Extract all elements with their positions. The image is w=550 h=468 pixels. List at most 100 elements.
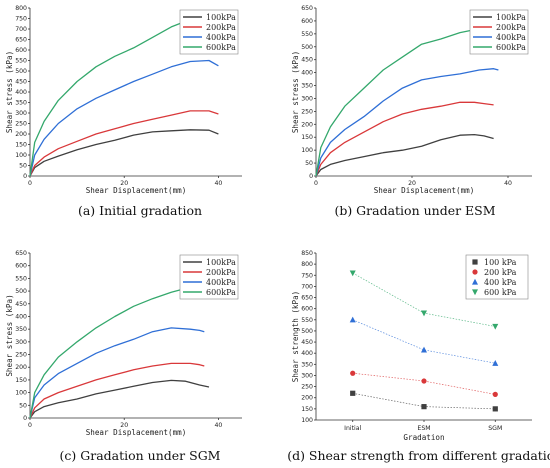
x-tick-label: 40 [215, 422, 223, 429]
y-tick-label: 500 [301, 328, 313, 335]
legend-label: 400kPa [206, 33, 236, 42]
legend-label: 200kPa [206, 23, 236, 32]
series-line [29, 285, 219, 419]
y-tick-label: 0 [23, 173, 27, 180]
y-tick-label: 850 [301, 250, 313, 257]
y-tick-label: 550 [15, 275, 27, 282]
x-tick-label: Initial [344, 425, 361, 432]
y-tick-label: 50 [19, 163, 27, 170]
y-tick-label: 600 [301, 18, 313, 25]
panel-shear-strength: 100 150 200 250 300 350 400 450 500 550 600 650 700 7… [287, 250, 550, 463]
data-point [421, 404, 427, 410]
y-tick-label: 400 [15, 313, 27, 320]
y-tick-label: 200 [15, 131, 27, 138]
legend-label: 400 kPa [484, 278, 517, 287]
series-line [315, 133, 494, 177]
y-tick-label: 600 [15, 47, 27, 54]
legend-label: 100 kPa [484, 258, 517, 267]
legend-label: 100kPa [496, 13, 526, 22]
series-connector [352, 372, 496, 395]
y-tick-label: 250 [15, 352, 27, 359]
data-point [421, 378, 427, 384]
data-point [492, 323, 499, 330]
y-tick-label: 400 [301, 70, 313, 77]
panel-gradation-sgm: 0 50 100 150 200 250 300 350 400 450 500 550 600 650 0… [5, 250, 242, 463]
legend-marker [472, 278, 478, 285]
y-axis-label: Shear stress (kPa) [5, 51, 14, 133]
y-tick-label: 250 [15, 121, 27, 128]
panel-caption: (a) Initial gradation [78, 203, 202, 218]
legend-label: 600kPa [206, 43, 236, 52]
x-axis-label: Shear Displacement(mm) [86, 186, 187, 195]
legend-label: 200kPa [496, 23, 526, 32]
x-tick-label: 0 [28, 180, 32, 187]
series-line [315, 101, 494, 177]
legend-label: 600kPa [496, 43, 526, 52]
y-tick-label: 650 [301, 295, 313, 302]
data-point [421, 310, 427, 317]
series-line [29, 110, 219, 177]
series-line [315, 25, 499, 177]
y-tick-label: 300 [15, 339, 27, 346]
panel-caption: (c) Gradation under SGM [60, 448, 221, 463]
x-axis-label: Shear Displacement(mm) [374, 186, 475, 195]
y-tick-label: 200 [15, 364, 27, 371]
legend-label: 200kPa [206, 268, 236, 277]
data-point [421, 346, 427, 353]
y-tick-label: 300 [15, 110, 27, 117]
panel-gradation-esm: 0 50 100 150 200 250 300 350 400 450 500 550 600 650 0… [291, 5, 532, 218]
y-tick-label: 350 [301, 83, 313, 90]
x-tick-label: ESM [417, 425, 430, 432]
y-tick-label: 650 [15, 250, 27, 257]
y-tick-label: 350 [301, 361, 313, 368]
x-tick-label: 20 [120, 180, 128, 187]
legend-label: 200 kPa [484, 268, 517, 277]
y-tick-label: 100 [301, 417, 313, 424]
x-tick-label: 0 [28, 422, 32, 429]
series-line [29, 129, 219, 177]
y-tick-label: 450 [15, 79, 27, 86]
y-tick-label: 750 [15, 16, 27, 23]
y-tick-label: 50 [305, 160, 313, 167]
y-tick-label: 800 [301, 261, 313, 268]
legend-label: 100kPa [206, 13, 236, 22]
x-tick-label: SGM [488, 425, 502, 432]
y-tick-label: 600 [301, 306, 313, 313]
y-axis-label: Shear strength (kPa) [291, 291, 300, 382]
y-tick-label: 500 [15, 68, 27, 75]
y-tick-label: 700 [15, 26, 27, 33]
y-tick-label: 100 [301, 147, 313, 154]
data-point [349, 270, 356, 277]
y-tick-label: 650 [15, 37, 27, 44]
y-tick-label: 450 [15, 301, 27, 308]
y-tick-label: 550 [301, 317, 313, 324]
y-tick-label: 400 [301, 350, 313, 357]
data-point [350, 370, 356, 376]
data-point [349, 316, 356, 323]
y-tick-label: 50 [19, 402, 27, 409]
panel-initial-gradation: 0501001502002503003504004505005506006507… [5, 5, 242, 218]
y-tick-label: 100 [15, 390, 27, 397]
data-point [492, 406, 498, 412]
legend-label: 400kPa [496, 33, 526, 42]
series-connector [352, 319, 496, 364]
y-tick-label: 500 [301, 44, 313, 51]
legend-marker [472, 259, 478, 265]
y-tick-label: 500 [15, 288, 27, 295]
y-tick-label: 150 [15, 377, 27, 384]
y-tick-label: 200 [301, 395, 313, 402]
x-axis-label: Gradation [403, 433, 444, 442]
y-tick-label: 550 [301, 31, 313, 38]
y-tick-label: 100 [15, 152, 27, 159]
y-tick-label: 150 [301, 134, 313, 141]
x-axis-label: Shear Displacement(mm) [86, 428, 187, 437]
x-tick-label: 20 [408, 180, 416, 187]
y-tick-label: 0 [23, 415, 27, 422]
y-tick-label: 400 [15, 89, 27, 96]
y-tick-label: 450 [301, 57, 313, 64]
legend-marker [472, 289, 478, 296]
y-tick-label: 600 [15, 263, 27, 270]
y-tick-label: 250 [301, 108, 313, 115]
data-point [350, 390, 356, 396]
